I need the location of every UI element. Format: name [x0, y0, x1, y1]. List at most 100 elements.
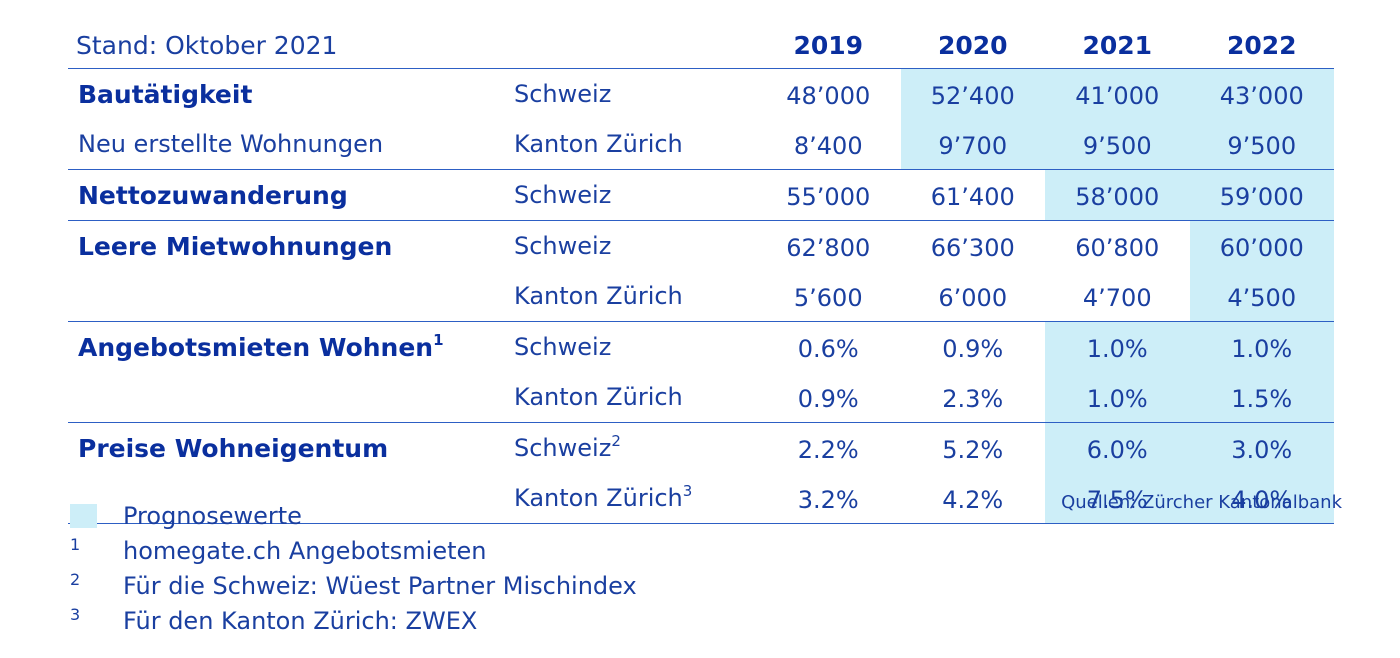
region-label: Kanton Zürich [514, 130, 683, 158]
row-category: Angebotsmieten Wohnen1 [68, 322, 506, 373]
value-cell: 4’500 [1189, 271, 1334, 322]
stand-date: Stand: Oktober 2021 [68, 22, 756, 69]
row-category: Preise Wohneigentum [68, 423, 506, 474]
region-label: Kanton Zürich [514, 383, 683, 411]
value-cell: 1.0% [1189, 321, 1334, 372]
value-cell: 52’400 [900, 68, 1045, 119]
region-label: Kanton Zürich [514, 282, 683, 310]
value-cell: 4.0% [1189, 473, 1334, 524]
data-table-container: Stand: Oktober 2021 2019 2020 2021 2022 … [68, 22, 1334, 524]
value-cell: 1.0% [1045, 372, 1190, 423]
value-cell: 2.3% [900, 372, 1045, 423]
legend-forecast: Prognosewerte [68, 498, 637, 533]
row-region: Schweiz [506, 322, 756, 373]
footnote: 1 homegate.ch Angebotsmieten [68, 533, 637, 568]
category-label: Neu erstellte Wohnungen [78, 130, 384, 158]
value-cell: 3.0% [1189, 422, 1334, 473]
year-header: 2019 [756, 22, 901, 69]
footnote-number: 3 [70, 605, 81, 624]
value-cell: 4.2% [900, 473, 1045, 524]
value-cell: 4’700 [1045, 271, 1190, 322]
value-cell: 48’000 [786, 82, 871, 110]
region-label: Schweiz [514, 333, 612, 361]
table-row: Angebotsmieten Wohnen1 Schweiz 0.6% 0.9% 1.0… [68, 321, 1334, 373]
table-row: Nettozuwanderung Schweiz 55’000 61’400 58’00… [68, 169, 1334, 221]
category-label: Preise Wohneigentum [78, 433, 389, 463]
region-label: Schweiz [514, 232, 612, 260]
row-category [68, 473, 506, 524]
footnote: 2 Für die Schweiz: Wüest Partner Mischin… [68, 568, 637, 603]
table-row: Kanton Zürich3 3.2% 4.2% 7.5% 4.0% [68, 473, 1334, 524]
row-region: Schweiz [506, 169, 756, 221]
sources-note: Quellen: Zürcher Kantonalbank [1061, 492, 1342, 513]
row-category [68, 372, 506, 423]
row-region: Schweiz [506, 69, 756, 120]
category-label: Nettozuwanderung [78, 180, 348, 210]
footnote-number: 1 [70, 535, 81, 554]
table-row: Neu erstellte Wohnungen Kanton Zürich 8’40… [68, 119, 1334, 170]
table-body: Bautätigkeit Schweiz 48’000 52’400 41’000 43’… [68, 68, 1334, 524]
table-row: Bautätigkeit Schweiz 48’000 52’400 41’000 43’… [68, 68, 1334, 120]
category-label: Angebotsmieten Wohnen [78, 332, 434, 362]
row-category: Bautätigkeit [68, 69, 506, 120]
table-row: Preise Wohneigentum Schweiz2 2.2% 5.2% 6.0% 3… [68, 422, 1334, 474]
footnote-marker: 1 [433, 330, 444, 349]
row-category: Leere Mietwohnungen [68, 221, 506, 272]
row-region: Schweiz [506, 221, 756, 272]
value-cell: 8’400 [756, 119, 901, 170]
forecast-table: Stand: Oktober 2021 2019 2020 2021 2022 … [68, 22, 1334, 524]
footnote-text: Für die Schweiz: Wüest Partner Mischinde… [123, 571, 637, 600]
footnote-text: homegate.ch Angebotsmieten [123, 536, 487, 565]
value-cell: 5.2% [942, 436, 1004, 464]
value-cell: 6’000 [900, 271, 1045, 322]
legend: Prognosewerte 1 homegate.ch Angebotsmiet… [68, 498, 637, 638]
footnote-marker: 3 [682, 482, 693, 500]
value-cell: 9’500 [1045, 119, 1190, 170]
value-cell: 55’000 [756, 169, 901, 221]
value-cell: 60’000 [1189, 220, 1334, 271]
footnote-number: 2 [70, 570, 81, 589]
value-cell: 43’000 [1189, 68, 1334, 119]
forecast-label: Prognosewerte [123, 501, 302, 530]
value-cell: 1.0% [1045, 321, 1190, 372]
value-cell: 2.2% [797, 436, 859, 464]
value-cell: 0.9% [756, 372, 901, 423]
row-category: Neu erstellte Wohnungen [68, 119, 506, 170]
value-cell: 1.5% [1189, 372, 1334, 423]
row-category [68, 271, 506, 322]
value-cell: 3.2% [756, 473, 901, 524]
region-label: Schweiz [514, 181, 612, 209]
row-region: Schweiz2 [506, 423, 756, 474]
value-cell: 0.6% [797, 335, 859, 363]
header-row: Stand: Oktober 2021 2019 2020 2021 2022 [68, 22, 1334, 69]
value-cell: 58’000 [1045, 169, 1190, 221]
forecast-swatch [70, 503, 97, 528]
row-region: Kanton Zürich [506, 372, 756, 423]
category-label: Bautätigkeit [78, 79, 253, 109]
value-cell: 41’000 [1045, 68, 1190, 119]
footnote: 3 Für den Kanton Zürich: ZWEX [68, 603, 637, 638]
value-cell: 0.9% [942, 335, 1004, 363]
table-row: Kanton Zürich 5’600 6’000 4’700 4’500 [68, 271, 1334, 322]
region-label: Schweiz [514, 434, 612, 462]
value-cell: 59’000 [1189, 169, 1334, 221]
table-row: Kanton Zürich 0.9% 2.3% 1.0% 1.5% [68, 372, 1334, 423]
year-header: 2020 [900, 22, 1045, 69]
value-cell: 9’700 [900, 119, 1045, 170]
value-cell: 61’400 [900, 169, 1045, 221]
row-region: Kanton Zürich [506, 271, 756, 322]
region-label: Schweiz [514, 80, 612, 108]
table-row: Leere Mietwohnungen Schweiz 62’800 66’300 60… [68, 220, 1334, 272]
value-cell: 6.0% [1045, 422, 1190, 473]
region-label: Kanton Zürich [514, 484, 683, 512]
year-header: 2022 [1189, 22, 1334, 69]
year-header: 2021 [1045, 22, 1190, 69]
row-category: Nettozuwanderung [68, 169, 506, 221]
value-cell: 9’500 [1189, 119, 1334, 170]
row-region: Kanton Zürich [506, 119, 756, 170]
value-cell: 62’800 [786, 234, 871, 262]
footnote-marker: 2 [611, 432, 621, 450]
value-cell: 60’800 [1075, 234, 1160, 262]
category-label: Leere Mietwohnungen [78, 231, 393, 261]
value-cell: 7.5% [1045, 473, 1190, 524]
